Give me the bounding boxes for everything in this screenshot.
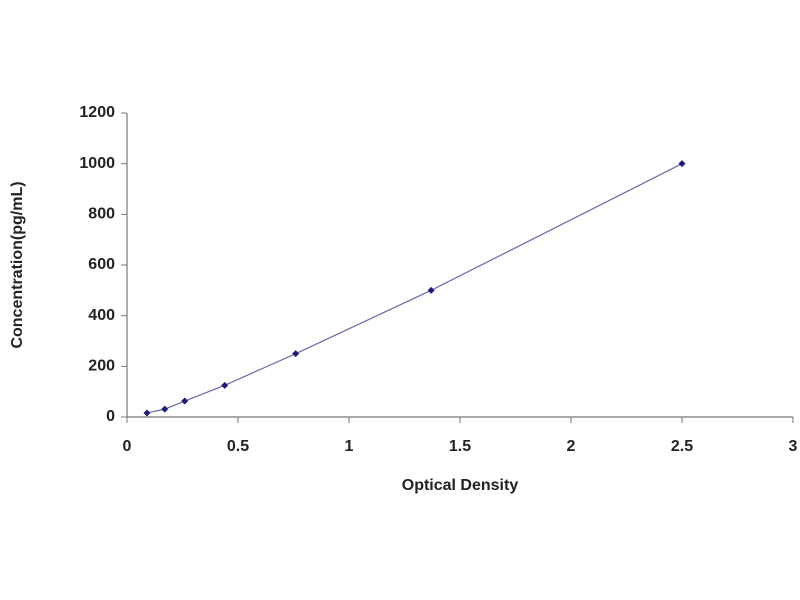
data-point	[143, 409, 151, 417]
y-tick-label: 400	[88, 307, 115, 324]
y-tick-label: 200	[88, 358, 115, 375]
y-tick-label: 1000	[79, 155, 115, 172]
data-point	[221, 381, 229, 389]
x-tick-label: 0.5	[227, 438, 249, 455]
x-tick-label: 1	[345, 438, 354, 455]
data-point	[678, 160, 686, 168]
data-point	[181, 397, 189, 405]
fit-line	[146, 163, 683, 414]
data-point	[161, 405, 169, 413]
x-tick-label: 2.5	[671, 438, 693, 455]
y-axis-title: Concentration(pg/mL)	[9, 181, 26, 348]
x-tick-label: 0	[123, 438, 132, 455]
y-tick-label: 800	[88, 206, 115, 223]
data-point	[427, 286, 435, 294]
x-tick-label: 2	[567, 438, 576, 455]
x-tick-label: 3	[789, 438, 798, 455]
data-point	[292, 350, 300, 358]
x-axis-title: Optical Density	[402, 477, 519, 494]
y-tick-label: 600	[88, 256, 115, 273]
y-tick-label: 1200	[79, 104, 115, 121]
y-tick-label: 0	[106, 408, 115, 425]
x-tick-label: 1.5	[449, 438, 471, 455]
